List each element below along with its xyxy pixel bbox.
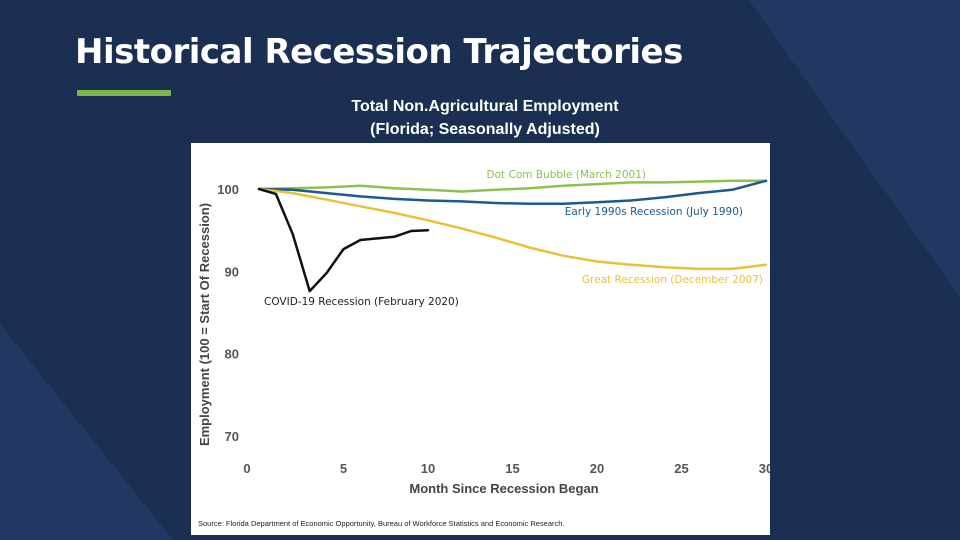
- covid-series-line: [257, 187, 430, 293]
- x-tick-label: 10: [421, 461, 435, 476]
- y-tick-label: 80: [225, 347, 239, 362]
- y-axis-label: Employment (100 = Start Of Recession): [197, 203, 212, 446]
- x-axis-label: Month Since Recession Began: [409, 481, 598, 496]
- great-recession-series-line: [257, 187, 768, 271]
- chart-title: Total Non.Agricultural Employment: [351, 98, 619, 115]
- y-tick-label: 90: [225, 264, 239, 279]
- early-1990s-series-label: Early 1990s Recession (July 1990): [565, 206, 743, 218]
- dot-com-series-line: [257, 179, 768, 193]
- covid-series-label: COVID-19 Recession (February 2020): [264, 296, 459, 308]
- dot-com-series-label: Dot Com Bubble (March 2001): [487, 169, 646, 181]
- x-tick-label: 5: [340, 461, 347, 476]
- source-note: Source: Florida Department of Economic O…: [198, 519, 565, 528]
- y-tick-label: 100: [217, 182, 239, 197]
- slide-title: Historical Recession Trajectories: [75, 32, 683, 72]
- line-chart: 70 80 90 100 0 5 10 15 20 25 30 Month Since Recessi…: [197, 169, 770, 496]
- chart-panel: 70 80 90 100 0 5 10 15 20 25 30 Month Since Recessi…: [191, 143, 770, 535]
- x-tick-label: 20: [590, 461, 604, 476]
- x-tick-label: 0: [243, 461, 250, 476]
- x-tick-label: 15: [505, 461, 519, 476]
- x-tick-label: 25: [674, 461, 688, 476]
- early-1990s-series-line: [257, 179, 768, 206]
- chart-subtitle: (Florida; Seasonally Adjusted): [370, 121, 600, 138]
- y-tick-label: 70: [225, 429, 239, 444]
- title-underline: [77, 90, 171, 96]
- great-recession-series-label: Great Recession (December 2007): [582, 274, 763, 286]
- x-tick-label: 30: [759, 461, 770, 476]
